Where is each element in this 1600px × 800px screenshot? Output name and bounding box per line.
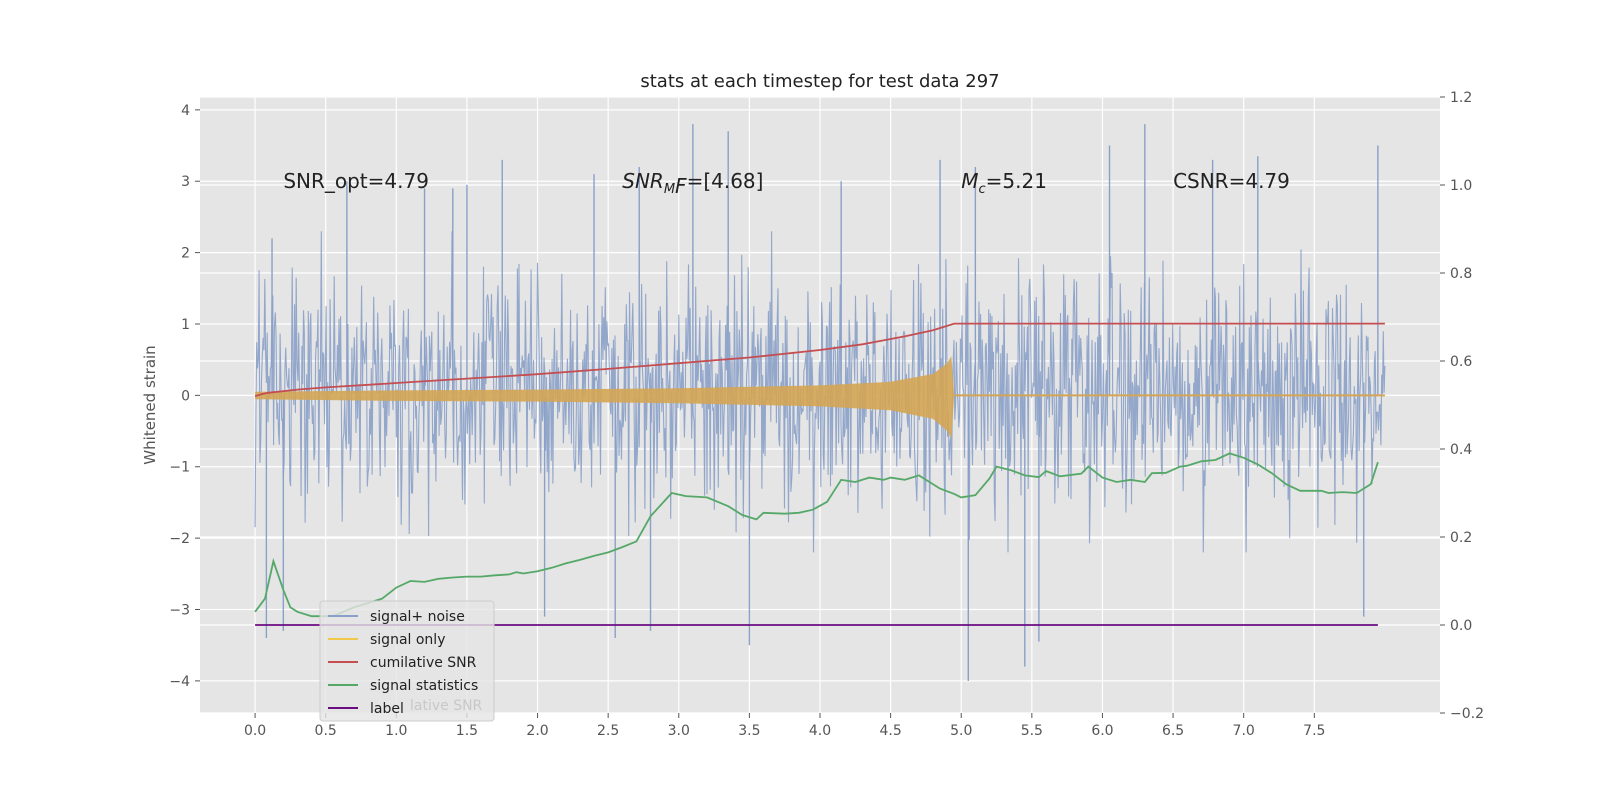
y-tick-label: 1	[181, 317, 190, 333]
x-tick-label: 4.5	[879, 723, 901, 739]
series-line	[254, 322, 1385, 398]
annotation-label: Mc=5.21	[961, 169, 1047, 197]
x-tick-label: 4.0	[809, 723, 831, 739]
x-tick-label: 1.5	[456, 723, 478, 739]
y2-tick-label: 1.2	[1450, 90, 1472, 106]
legend-ghost-text: lative SNR	[410, 698, 483, 714]
legend-label: cumilative SNR	[370, 655, 477, 671]
x-tick-label: 6.0	[1091, 723, 1113, 739]
x-tick-label: 0.0	[244, 723, 266, 739]
series-line	[254, 452, 1379, 618]
legend-label: signal+ noise	[370, 609, 465, 625]
x-tick-label: 5.5	[1021, 723, 1043, 739]
x-tick-label: 7.5	[1303, 723, 1325, 739]
annotations: SNR_opt=4.79 SNRMF=[4.68] Mc=5.21 CSNR=4.79	[283, 169, 1290, 198]
y-axis-ticks: −4 −3 −2 −1 0 1 2 3 4	[169, 103, 200, 690]
y2-tick-label: 0.6	[1450, 354, 1472, 370]
y2-tick-label: −0.2	[1450, 706, 1484, 722]
right-y-axis-ticks: −0.2 0.0 0.2 0.4 0.6 0.8 1.0 1.2	[1440, 90, 1484, 722]
y2-tick-label: 0.8	[1450, 266, 1472, 282]
y2-tick-label: 0.2	[1450, 530, 1472, 546]
legend-label: signal statistics	[370, 678, 478, 694]
y-tick-label: 2	[181, 246, 190, 262]
signal-only-envelope	[255, 356, 1385, 439]
x-tick-label: 2.5	[597, 723, 619, 739]
y2-tick-label: 0.0	[1450, 618, 1472, 634]
y-tick-label: −4	[169, 674, 190, 690]
legend: lative SNR signal+ noise signal only cumil…	[319, 600, 495, 722]
y-tick-label: 3	[181, 174, 190, 190]
y-tick-label: −3	[169, 603, 190, 619]
x-tick-label: 1.0	[385, 723, 407, 739]
x-tick-label: 6.5	[1162, 723, 1184, 739]
legend-label: label	[370, 701, 404, 717]
signal-noise-series	[254, 124, 1386, 681]
legend-items: signal+ noise signal only cumilative SNR si…	[328, 609, 478, 717]
x-tick-label: 0.5	[315, 723, 337, 739]
y2-tick-label: 1.0	[1450, 178, 1472, 194]
y-tick-label: 4	[181, 103, 190, 119]
x-tick-label: 3.5	[738, 723, 760, 739]
signal-noise-line	[254, 231, 1386, 553]
annotation-label: SNRMF=[4.68]	[622, 169, 763, 198]
signal-only-series	[255, 356, 1385, 439]
annotation-label: SNR_opt=4.79	[283, 169, 429, 193]
annotation-label: CSNR=4.79	[1173, 169, 1290, 193]
y-tick-label: −1	[169, 460, 190, 476]
legend-label: signal only	[370, 632, 445, 648]
x-tick-label: 5.0	[950, 723, 972, 739]
x-tick-label: 7.0	[1233, 723, 1255, 739]
y-tick-label: −2	[169, 531, 190, 547]
y2-tick-label: 0.4	[1450, 442, 1472, 458]
x-axis-ticks: 0.0 0.5 1.0 1.5 2.0 2.5 3.0 3.5 4.0 4.5 5.0 5.5 6.0 6…	[244, 713, 1325, 739]
x-tick-label: 2.0	[526, 723, 548, 739]
y-tick-label: 0	[181, 388, 190, 404]
legend-box	[319, 600, 495, 722]
chart-title: stats at each timestep for test data 297	[640, 71, 999, 92]
y-axis-label: Whitened strain	[141, 345, 159, 464]
x-tick-label: 3.0	[668, 723, 690, 739]
